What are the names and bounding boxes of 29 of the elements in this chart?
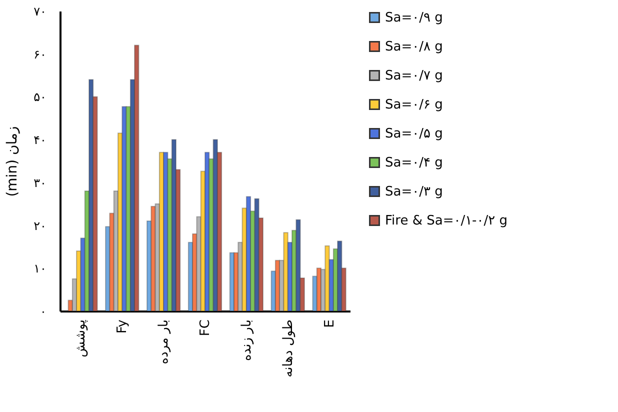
x-tick-label: بار مرده [156, 320, 172, 364]
y-tick-label: ۶۰ [34, 47, 46, 62]
x-tick-label: طول دهانه [280, 320, 296, 378]
y-tick-label: ۱۰ [34, 262, 46, 276]
legend-label: Sa=۰/۹ g [385, 10, 443, 26]
y-tick-label: ۲۰ [34, 218, 46, 233]
legend-label: Fire & Sa=۰/۱-۰/۲ g [385, 214, 508, 228]
y-tick-label: ۴۰ [34, 133, 46, 148]
y-tick-label: ۷۰ [34, 4, 46, 18]
x-tick-label: پوشش [74, 319, 89, 358]
x-tick-label: بار زنده [239, 320, 254, 362]
legend-label: Sa=۰/۷ g [385, 68, 443, 84]
bar [134, 44, 140, 312]
legend-label: Sa=۰/۳ g [385, 184, 443, 200]
bar [254, 198, 260, 312]
legend-label: Sa=۰/۴ g [385, 156, 443, 170]
bar [296, 219, 301, 312]
bar [283, 232, 288, 312]
x-tick-label: E [322, 320, 338, 328]
legend-label: Sa=۰/۸ g [385, 40, 443, 54]
y-tick-label: ۳۰ [34, 176, 46, 190]
y-axis-title: (min) زمان [4, 126, 21, 197]
x-tick-label: FC [198, 320, 213, 336]
y-tick-label: ۰ [40, 304, 46, 318]
legend-label: Sa=۰/۵ g [385, 126, 443, 142]
bar [324, 245, 330, 312]
legend-label: Sa=۰/۶ g [385, 98, 443, 112]
x-tick-label: Fy [115, 319, 130, 334]
y-tick-label: ۵۰ [34, 90, 46, 104]
